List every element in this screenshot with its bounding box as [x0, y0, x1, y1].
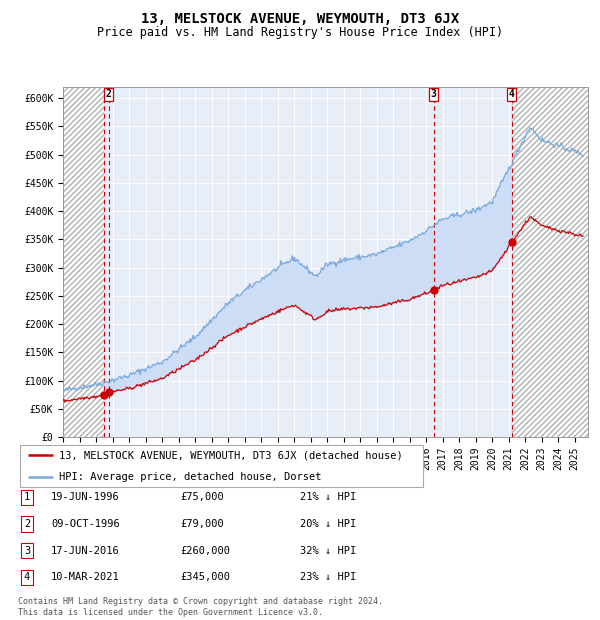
Text: 17-JUN-2016: 17-JUN-2016: [51, 546, 120, 556]
Text: 10-MAR-2021: 10-MAR-2021: [51, 572, 120, 582]
Text: 4: 4: [509, 89, 515, 99]
Text: £79,000: £79,000: [180, 519, 224, 529]
Text: 20% ↓ HPI: 20% ↓ HPI: [300, 519, 356, 529]
Text: 1: 1: [24, 492, 30, 502]
Text: 23% ↓ HPI: 23% ↓ HPI: [300, 572, 356, 582]
Text: £260,000: £260,000: [180, 546, 230, 556]
Text: 3: 3: [24, 546, 30, 556]
Text: £75,000: £75,000: [180, 492, 224, 502]
Text: 2: 2: [106, 89, 112, 99]
Text: 13, MELSTOCK AVENUE, WEYMOUTH, DT3 6JX: 13, MELSTOCK AVENUE, WEYMOUTH, DT3 6JX: [141, 12, 459, 27]
Text: 3: 3: [431, 89, 437, 99]
Text: 32% ↓ HPI: 32% ↓ HPI: [300, 546, 356, 556]
Text: 21% ↓ HPI: 21% ↓ HPI: [300, 492, 356, 502]
Text: 09-OCT-1996: 09-OCT-1996: [51, 519, 120, 529]
FancyBboxPatch shape: [20, 445, 423, 487]
Text: Price paid vs. HM Land Registry's House Price Index (HPI): Price paid vs. HM Land Registry's House …: [97, 26, 503, 39]
Text: Contains HM Land Registry data © Crown copyright and database right 2024.
This d: Contains HM Land Registry data © Crown c…: [18, 598, 383, 617]
Text: 2: 2: [24, 519, 30, 529]
Text: 13, MELSTOCK AVENUE, WEYMOUTH, DT3 6JX (detached house): 13, MELSTOCK AVENUE, WEYMOUTH, DT3 6JX (…: [59, 450, 403, 460]
Text: 4: 4: [24, 572, 30, 582]
Text: £345,000: £345,000: [180, 572, 230, 582]
Text: 19-JUN-1996: 19-JUN-1996: [51, 492, 120, 502]
Text: HPI: Average price, detached house, Dorset: HPI: Average price, detached house, Dors…: [59, 472, 322, 482]
